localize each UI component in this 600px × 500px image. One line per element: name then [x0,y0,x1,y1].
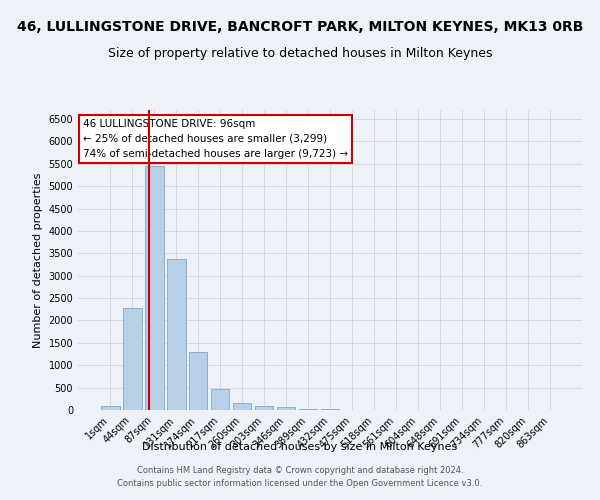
Bar [167,258,185,410]
Bar [189,352,208,410]
Bar [123,308,142,410]
Bar [211,388,229,410]
Bar [255,406,274,410]
Text: 46, LULLINGSTONE DRIVE, BANCROFT PARK, MILTON KEYNES, MK13 0RB: 46, LULLINGSTONE DRIVE, BANCROFT PARK, M… [17,20,583,34]
Text: 46 LULLINGSTONE DRIVE: 96sqm
← 25% of detached houses are smaller (3,299)
74% of: 46 LULLINGSTONE DRIVE: 96sqm ← 25% of de… [83,119,348,158]
Bar [101,406,119,410]
Text: Distribution of detached houses by size in Milton Keynes: Distribution of detached houses by size … [142,442,458,452]
Bar [233,403,251,410]
Bar [299,408,317,410]
Bar [145,166,164,410]
Text: Size of property relative to detached houses in Milton Keynes: Size of property relative to detached ho… [108,48,492,60]
Text: Contains HM Land Registry data © Crown copyright and database right 2024.
Contai: Contains HM Land Registry data © Crown c… [118,466,482,487]
Y-axis label: Number of detached properties: Number of detached properties [33,172,43,348]
Bar [277,408,295,410]
